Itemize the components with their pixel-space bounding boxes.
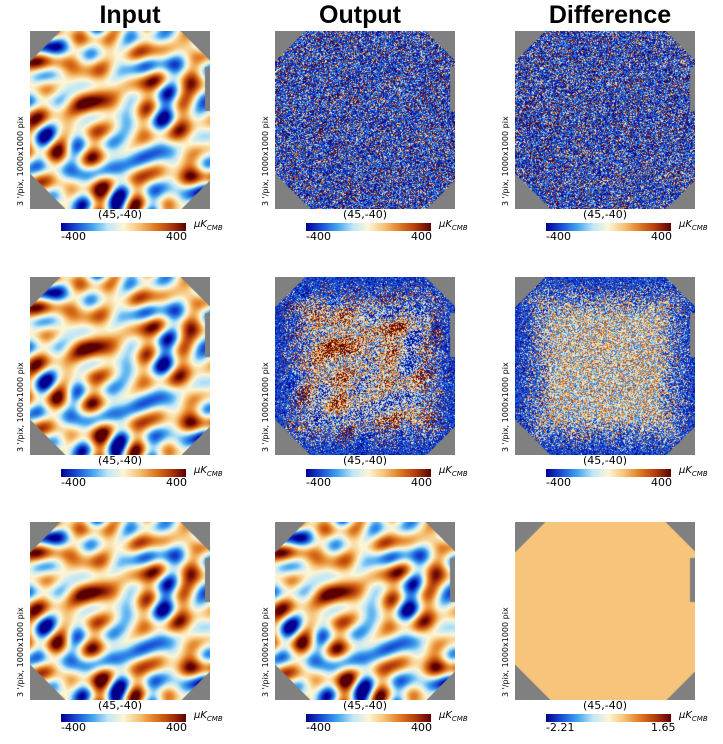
colorbar-max-label: 400 — [651, 476, 672, 489]
healpix-map — [515, 277, 695, 455]
center-coordinate-label: (45,-40) — [342, 454, 388, 467]
unit-base: μK — [439, 219, 452, 230]
colorbar-max-label: 400 — [411, 721, 432, 734]
projection-label: 3 '/pix, 1000x1000 pix — [501, 116, 510, 206]
colorbar-unit-label: μKCMB — [439, 710, 468, 723]
colorbar-unit-label: μKCMB — [439, 219, 468, 232]
center-coordinate-label: (45,-40) — [97, 454, 143, 467]
colorbar-min-label: -400 — [306, 476, 331, 489]
unit-subscript: CMB — [691, 224, 708, 232]
projection-label: 3 '/pix, 1000x1000 pix — [16, 362, 25, 452]
colorbar — [306, 714, 431, 722]
colorbar-unit-label: μKCMB — [679, 710, 708, 723]
unit-base: μK — [194, 219, 207, 230]
column-title-input: Input — [99, 1, 161, 29]
column-title-difference: Difference — [548, 1, 672, 29]
colorbar-unit-label: μKCMB — [679, 219, 708, 232]
colorbar-max-label: 400 — [411, 476, 432, 489]
colorbar — [61, 714, 186, 722]
colorbar-unit-label: μKCMB — [194, 710, 223, 723]
colorbar-min-label: -400 — [306, 721, 331, 734]
colorbar — [546, 714, 671, 722]
healpix-map — [30, 31, 210, 209]
unit-subscript: CMB — [451, 224, 468, 232]
unit-subscript: CMB — [691, 715, 708, 723]
unit-base: μK — [679, 465, 692, 476]
colorbar-max-label: 1.65 — [651, 721, 676, 734]
healpix-map — [275, 277, 455, 455]
colorbar — [61, 469, 186, 477]
center-coordinate-label: (45,-40) — [97, 208, 143, 221]
center-coordinate-label: (45,-40) — [342, 699, 388, 712]
unit-subscript: CMB — [451, 715, 468, 723]
healpix-map — [515, 31, 695, 209]
colorbar-max-label: 400 — [166, 476, 187, 489]
column-title-output: Output — [319, 1, 401, 29]
center-coordinate-label: (45,-40) — [342, 208, 388, 221]
unit-base: μK — [439, 465, 452, 476]
unit-subscript: CMB — [206, 224, 223, 232]
unit-subscript: CMB — [206, 470, 223, 478]
colorbar — [546, 469, 671, 477]
colorbar-min-label: -400 — [546, 476, 571, 489]
colorbar-min-label: -400 — [61, 721, 86, 734]
unit-base: μK — [679, 710, 692, 721]
colorbar-max-label: 400 — [651, 230, 672, 243]
healpix-map — [30, 277, 210, 455]
projection-label: 3 '/pix, 1000x1000 pix — [16, 607, 25, 697]
center-coordinate-label: (45,-40) — [582, 208, 628, 221]
unit-base: μK — [194, 465, 207, 476]
center-coordinate-label: (45,-40) — [582, 699, 628, 712]
colorbar-unit-label: μKCMB — [679, 465, 708, 478]
colorbar-max-label: 400 — [411, 230, 432, 243]
healpix-map — [275, 31, 455, 209]
colorbar-min-label: -400 — [546, 230, 571, 243]
unit-base: μK — [194, 710, 207, 721]
healpix-map — [515, 522, 695, 700]
colorbar-min-label: -400 — [61, 476, 86, 489]
projection-label: 3 '/pix, 1000x1000 pix — [261, 116, 270, 206]
unit-subscript: CMB — [451, 470, 468, 478]
colorbar — [546, 223, 671, 231]
colorbar-max-label: 400 — [166, 721, 187, 734]
center-coordinate-label: (45,-40) — [97, 699, 143, 712]
projection-label: 3 '/pix, 1000x1000 pix — [501, 607, 510, 697]
healpix-map — [275, 522, 455, 700]
projection-label: 3 '/pix, 1000x1000 pix — [16, 116, 25, 206]
colorbar — [306, 469, 431, 477]
colorbar-max-label: 400 — [166, 230, 187, 243]
colorbar-unit-label: μKCMB — [439, 465, 468, 478]
healpix-map — [30, 522, 210, 700]
projection-label: 3 '/pix, 1000x1000 pix — [261, 362, 270, 452]
unit-subscript: CMB — [691, 470, 708, 478]
unit-base: μK — [679, 219, 692, 230]
colorbar — [61, 223, 186, 231]
projection-label: 3 '/pix, 1000x1000 pix — [501, 362, 510, 452]
unit-subscript: CMB — [206, 715, 223, 723]
colorbar-unit-label: μKCMB — [194, 465, 223, 478]
center-coordinate-label: (45,-40) — [582, 454, 628, 467]
projection-label: 3 '/pix, 1000x1000 pix — [261, 607, 270, 697]
colorbar-min-label: -2.21 — [546, 721, 575, 734]
colorbar-min-label: -400 — [306, 230, 331, 243]
colorbar-min-label: -400 — [61, 230, 86, 243]
unit-base: μK — [439, 710, 452, 721]
colorbar-unit-label: μKCMB — [194, 219, 223, 232]
colorbar — [306, 223, 431, 231]
